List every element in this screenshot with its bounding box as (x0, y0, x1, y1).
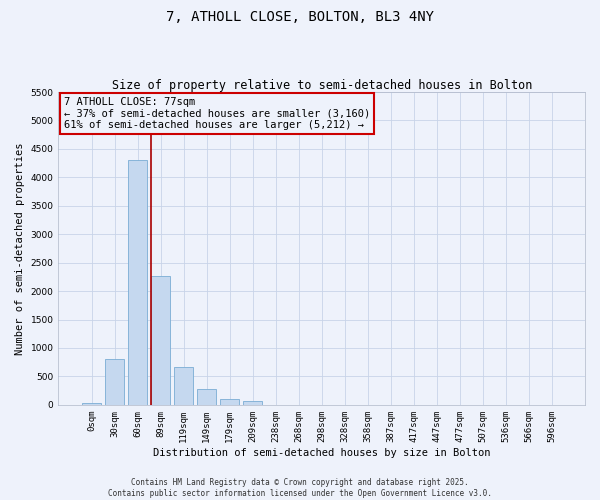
Bar (244, 401, 262, 405)
X-axis label: Distribution of semi-detached houses by size in Bolton: Distribution of semi-detached houses by … (153, 448, 490, 458)
Bar (197, 390, 216, 405)
Bar (175, 368, 193, 405)
Bar (82, 403, 101, 405)
Y-axis label: Number of semi-detached properties: Number of semi-detached properties (15, 142, 25, 354)
Text: 7 ATHOLL CLOSE: 77sqm
← 37% of semi-detached houses are smaller (3,160)
61% of s: 7 ATHOLL CLOSE: 77sqm ← 37% of semi-deta… (64, 96, 370, 130)
Bar (106, 359, 124, 405)
Text: Contains HM Land Registry data © Crown copyright and database right 2025.
Contai: Contains HM Land Registry data © Crown c… (108, 478, 492, 498)
Title: Size of property relative to semi-detached houses in Bolton: Size of property relative to semi-detach… (112, 79, 532, 92)
Text: 7, ATHOLL CLOSE, BOLTON, BL3 4NY: 7, ATHOLL CLOSE, BOLTON, BL3 4NY (166, 10, 434, 24)
Bar (151, 276, 170, 405)
Bar (128, 160, 147, 405)
Bar (220, 399, 239, 405)
